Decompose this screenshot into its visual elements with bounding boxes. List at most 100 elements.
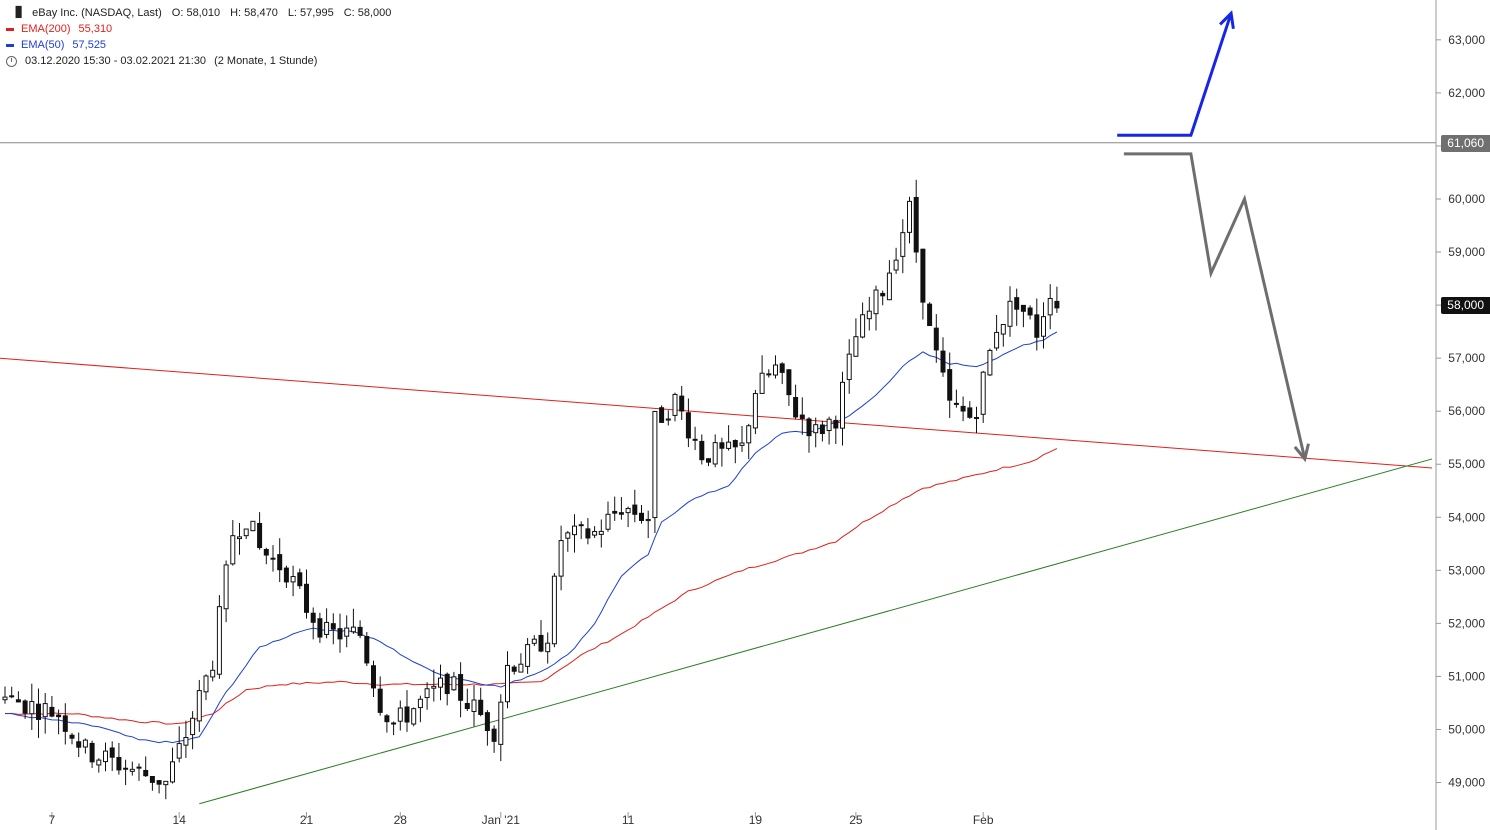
candle-body xyxy=(545,642,551,653)
candle-body xyxy=(759,372,765,394)
candle xyxy=(163,780,169,800)
candle xyxy=(364,632,370,667)
candle xyxy=(397,700,403,731)
candle xyxy=(190,711,196,750)
candle xyxy=(886,260,892,301)
candle xyxy=(699,434,705,465)
candle-body xyxy=(230,535,236,565)
candle xyxy=(478,687,484,717)
candle-body xyxy=(330,623,336,630)
candle xyxy=(56,709,62,735)
candle xyxy=(940,337,946,377)
candle-body xyxy=(967,407,973,418)
candle-body xyxy=(659,407,665,423)
y-tick-label: 50,000 xyxy=(1448,722,1485,736)
x-tick-label: 28 xyxy=(394,813,408,827)
candle xyxy=(799,397,805,435)
candle-body xyxy=(920,248,926,303)
candle-body xyxy=(76,741,82,748)
candle xyxy=(89,740,95,768)
candle-body xyxy=(538,634,544,652)
time-range-note: (2 Monate, 1 Stunde) xyxy=(214,55,318,67)
x-tick-label: 11 xyxy=(622,813,635,827)
candle xyxy=(243,528,249,540)
candle-body xyxy=(484,712,490,732)
candle-body xyxy=(793,397,799,418)
candle-body xyxy=(572,525,577,536)
candle-body xyxy=(813,424,819,434)
candle-body xyxy=(706,458,711,463)
candle xyxy=(786,369,792,406)
candle-body xyxy=(726,441,732,449)
candle xyxy=(900,219,906,274)
candle xyxy=(578,521,584,540)
candle xyxy=(357,620,363,639)
legend-item-ema200[interactable]: EMA(200) 55,310 xyxy=(6,21,391,37)
ema200-value: 55,310 xyxy=(78,23,113,35)
candle-body xyxy=(371,665,376,689)
candle-body xyxy=(203,675,209,693)
candle-body xyxy=(893,259,899,271)
level-price-tag: 61,060 xyxy=(1441,134,1490,152)
candle-body xyxy=(766,373,772,376)
candle-body xyxy=(672,393,678,416)
candle xyxy=(793,384,799,420)
candle xyxy=(350,608,356,634)
candle-body xyxy=(451,676,457,691)
candle xyxy=(893,247,899,274)
candle-body xyxy=(974,417,979,420)
candle xyxy=(176,726,182,763)
candle xyxy=(330,613,336,645)
candle xyxy=(424,682,430,710)
candle xyxy=(572,514,577,553)
candle xyxy=(659,405,665,423)
candle-body xyxy=(22,700,28,714)
candle xyxy=(685,398,691,448)
candle xyxy=(263,547,269,565)
candle xyxy=(136,763,142,781)
candle-body xyxy=(1007,300,1013,327)
candle xyxy=(974,406,979,434)
candle xyxy=(652,410,658,534)
candle xyxy=(371,660,376,697)
candle xyxy=(464,688,470,711)
candle-body xyxy=(82,739,88,748)
y-tick-label: 57,000 xyxy=(1448,351,1485,365)
candle-body xyxy=(799,414,805,419)
candle xyxy=(250,520,256,532)
candle-body xyxy=(257,522,263,549)
ema50-swatch xyxy=(6,43,14,47)
candle-body xyxy=(290,576,296,583)
candle xyxy=(672,392,678,422)
candle-body xyxy=(786,369,792,396)
candle-body xyxy=(565,532,571,539)
candle-body xyxy=(190,717,196,736)
candle xyxy=(665,410,671,426)
candle xyxy=(2,686,8,704)
candle-body xyxy=(558,540,564,577)
y-tick-label: 49,000 xyxy=(1448,776,1485,790)
support-trend-line xyxy=(199,458,1433,805)
legend-item-ema50[interactable]: EMA(50) 57,525 xyxy=(6,37,391,53)
candle xyxy=(1000,323,1006,347)
candle-body xyxy=(1047,298,1053,316)
candle-body xyxy=(1020,304,1026,312)
candle xyxy=(129,761,135,776)
y-tick-label: 56,000 xyxy=(1448,404,1485,418)
candle xyxy=(491,725,497,753)
candle-body xyxy=(625,507,631,514)
candle-body xyxy=(739,442,745,446)
candle xyxy=(505,651,510,709)
x-tick-label: 25 xyxy=(849,813,863,827)
candle-body xyxy=(223,564,229,610)
candle-body xyxy=(1014,297,1020,310)
candle-body xyxy=(62,715,68,732)
candle-body xyxy=(103,750,108,763)
candle-body xyxy=(471,699,477,713)
candle-body xyxy=(833,419,839,429)
candle xyxy=(779,362,785,385)
candle-body xyxy=(987,349,993,376)
candle xyxy=(257,512,263,550)
candle-body xyxy=(143,769,149,777)
